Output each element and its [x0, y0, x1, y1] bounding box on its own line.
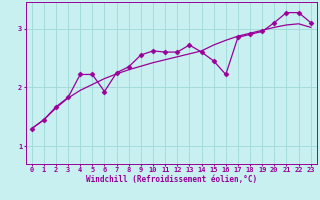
X-axis label: Windchill (Refroidissement éolien,°C): Windchill (Refroidissement éolien,°C) [86, 175, 257, 184]
